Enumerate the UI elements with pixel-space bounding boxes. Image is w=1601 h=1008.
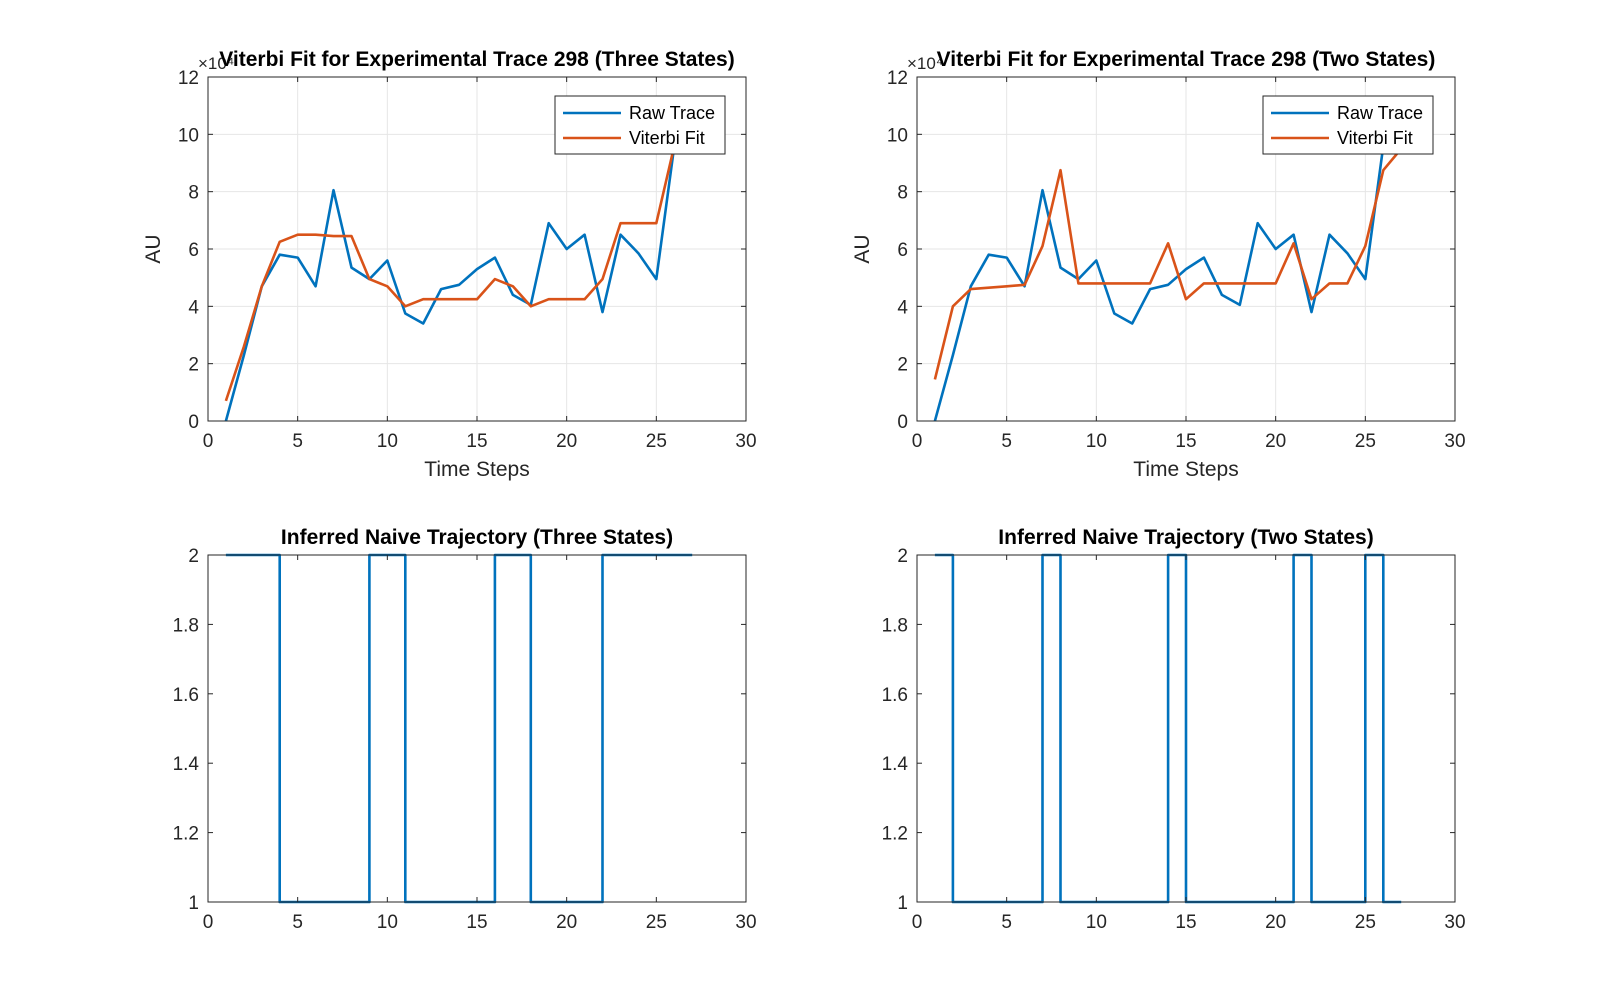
x-tick-label: 25 [1355, 912, 1376, 933]
subplot-3: 0 5 10 15 20 25 30 1 1.2 1.4 1.6 1.8 2 Inferred Naive… [173, 526, 757, 933]
x-tick-label: 0 [203, 431, 214, 452]
plot-title: Viterbi Fit for Experimental Trace 298 (… [219, 48, 734, 71]
y-tick-label: 1.6 [173, 685, 199, 706]
x-tick-label: 15 [466, 431, 487, 452]
y-tick-label: 8 [188, 183, 199, 204]
y-axis-label: AU [142, 234, 165, 263]
legend-label-1: Raw Trace [1337, 103, 1423, 123]
x-tick-label: 20 [556, 431, 577, 452]
legend-box [554, 95, 726, 155]
x-tick-label: 30 [735, 431, 756, 452]
x-tick-label: 15 [1175, 912, 1196, 933]
series-line-2 [224, 96, 694, 402]
x-tick-label: 5 [292, 912, 303, 933]
y-tick-label: 1.4 [882, 754, 909, 775]
series-line-2 [933, 147, 1403, 380]
y-tick-label: 1 [188, 893, 199, 914]
x-tick-label: 5 [1001, 431, 1012, 452]
x-tick-label: 20 [1265, 912, 1286, 933]
x-tick-label: 10 [1086, 431, 1107, 452]
y-tick-label: 0 [897, 412, 908, 433]
series-line-1 [224, 96, 694, 422]
y-tick-label: 1.2 [173, 824, 199, 845]
x-axis-label: Time Steps [424, 458, 529, 481]
x-tick-label: 5 [1001, 912, 1012, 933]
y-tick-label: 10 [887, 125, 908, 146]
x-tick-label: 10 [1086, 912, 1107, 933]
legend-label-2: Viterbi Fit [629, 128, 705, 148]
x-tick-label: 30 [735, 912, 756, 933]
legend-label-1: Raw Trace [629, 103, 715, 123]
legend-label-2: Viterbi Fit [1337, 128, 1413, 148]
y-axis-label: AU [851, 234, 874, 263]
y-exponent-label: ×10⁴ [198, 54, 234, 73]
x-tick-label: 20 [1265, 431, 1286, 452]
y-tick-label: 1.6 [882, 685, 908, 706]
y-tick-label: 8 [897, 183, 908, 204]
y-tick-label: 4 [897, 297, 908, 318]
y-tick-label: 6 [897, 240, 908, 261]
legend: Raw Trace Viterbi Fit [554, 95, 726, 155]
y-tick-label: 6 [188, 240, 199, 261]
x-tick-label: 25 [646, 431, 667, 452]
x-tick-label: 0 [912, 431, 923, 452]
x-tick-label: 30 [1444, 431, 1465, 452]
subplot-4: 0 5 10 15 20 25 30 1 1.2 1.4 1.6 1.8 2 Inferred Naive… [882, 526, 1466, 933]
plot-title: Viterbi Fit for Experimental Trace 298 (… [937, 48, 1436, 71]
y-tick-label: 12 [178, 68, 199, 89]
y-tick-label: 2 [897, 546, 908, 567]
x-tick-label: 15 [1175, 431, 1196, 452]
plot-title: Inferred Naive Trajectory (Three States) [281, 526, 673, 549]
series-line-1 [933, 96, 1403, 422]
y-tick-label: 12 [887, 68, 908, 89]
y-tick-label: 1.8 [882, 615, 908, 636]
y-tick-label: 1.8 [173, 615, 199, 636]
y-tick-label: 1.2 [882, 824, 908, 845]
y-tick-label: 0 [188, 412, 199, 433]
y-tick-label: 10 [178, 125, 199, 146]
x-tick-label: 15 [466, 912, 487, 933]
x-tick-label: 25 [1355, 431, 1376, 452]
plot-area [208, 555, 746, 902]
y-tick-label: 2 [897, 355, 908, 376]
x-axis-label: Time Steps [1133, 458, 1238, 481]
x-tick-label: 20 [556, 912, 577, 933]
x-tick-label: 30 [1444, 912, 1465, 933]
x-tick-label: 5 [292, 431, 303, 452]
legend: Raw Trace Viterbi Fit [1262, 95, 1434, 155]
y-tick-label: 2 [188, 355, 199, 376]
x-tick-label: 0 [912, 912, 923, 933]
y-tick-label: 2 [188, 546, 199, 567]
y-tick-label: 1 [897, 893, 908, 914]
x-tick-label: 25 [646, 912, 667, 933]
y-tick-label: 1.4 [173, 754, 200, 775]
y-exponent-label: ×10⁴ [907, 54, 943, 73]
x-tick-label: 0 [203, 912, 214, 933]
y-tick-label: 4 [188, 297, 199, 318]
legend-box [1262, 95, 1434, 155]
x-tick-label: 10 [377, 912, 398, 933]
x-tick-label: 10 [377, 431, 398, 452]
plot-title: Inferred Naive Trajectory (Two States) [998, 526, 1373, 549]
